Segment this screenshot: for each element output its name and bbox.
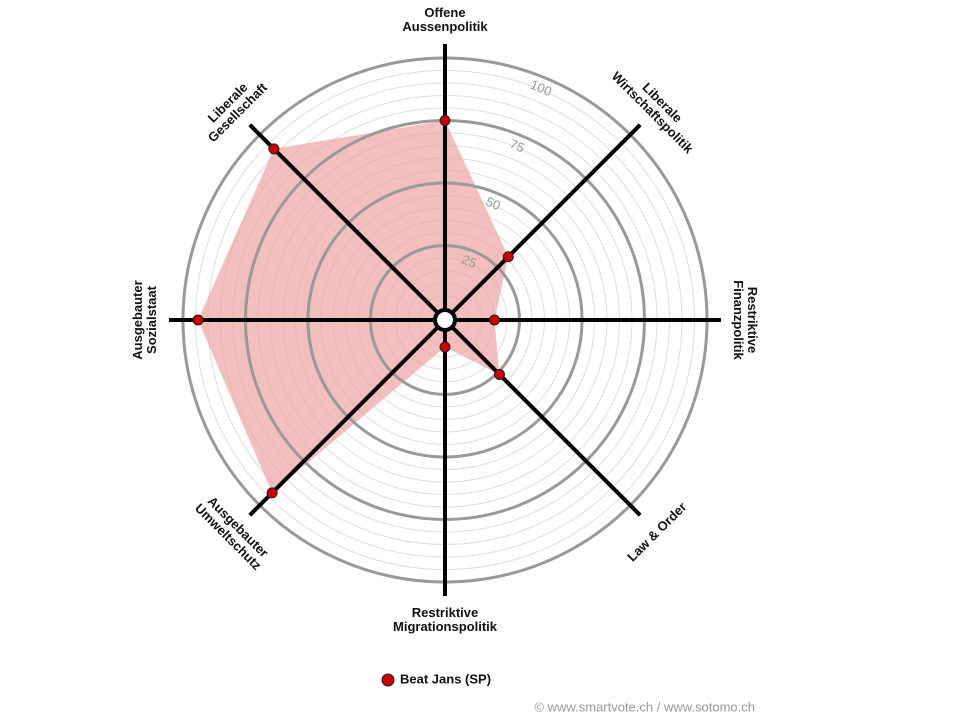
tick-label: 25	[460, 252, 479, 271]
axis-line	[248, 318, 447, 517]
axis-label-box: Offene Aussenpolitik	[402, 5, 488, 34]
axis-line	[443, 123, 642, 322]
data-point	[493, 368, 505, 380]
data-point	[489, 314, 500, 326]
axis-label-box: Restriktive Finanzpolitik	[731, 280, 760, 360]
center-hole	[433, 308, 457, 332]
axis-label-box: Restriktive Migrationspolitik	[393, 605, 497, 634]
axis-label-group: Ausgebauter Sozialstaat	[130, 280, 159, 360]
legend-marker	[381, 673, 395, 687]
axis-line	[443, 318, 642, 517]
axis-label-group: Restriktive Migrationspolitik	[393, 605, 497, 634]
axis-label-box: Ausgebauter Sozialstaat	[130, 280, 159, 360]
legend-label: Beat Jans (SP)	[400, 671, 491, 686]
source: © www.smartvote.ch / www.sotomo.ch	[534, 699, 755, 714]
data-point	[266, 487, 278, 499]
axis-label: Restriktive Finanzpolitik	[731, 280, 760, 360]
axis-line	[248, 123, 447, 322]
axis-label: Offene Aussenpolitik	[402, 5, 488, 34]
data-point	[192, 314, 204, 326]
data-point	[502, 251, 514, 263]
data-point	[439, 341, 451, 353]
axis-label: Restriktive Migrationspolitik	[393, 605, 497, 634]
tick-label: 50	[484, 194, 503, 213]
axis-label: Ausgebauter Sozialstaat	[130, 280, 159, 360]
tick-label: 75	[508, 136, 527, 155]
data-point	[268, 143, 280, 155]
axis-label-group: Offene Aussenpolitik	[402, 5, 488, 34]
data-point	[439, 115, 451, 126]
axis-label-group: Restriktive Finanzpolitik	[731, 280, 760, 360]
